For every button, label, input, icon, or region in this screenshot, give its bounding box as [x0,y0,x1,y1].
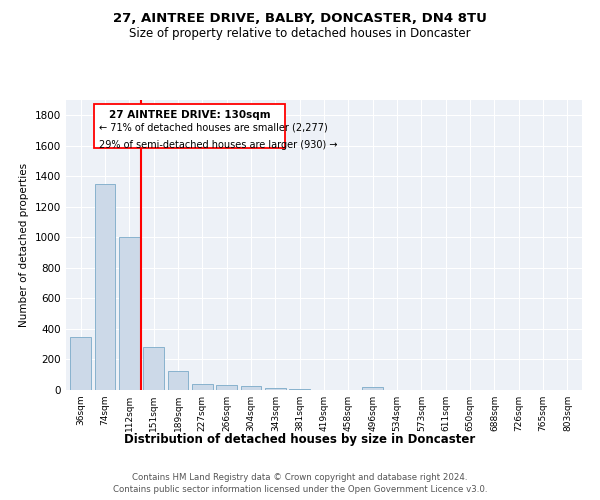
Text: Size of property relative to detached houses in Doncaster: Size of property relative to detached ho… [129,28,471,40]
Bar [265,388,286,390]
Bar [289,389,310,390]
Bar [143,346,164,390]
FancyBboxPatch shape [94,104,285,148]
Bar [216,384,237,390]
Text: Distribution of detached houses by size in Doncaster: Distribution of detached houses by size … [124,432,476,446]
Text: 27, AINTREE DRIVE, BALBY, DONCASTER, DN4 8TU: 27, AINTREE DRIVE, BALBY, DONCASTER, DN4… [113,12,487,26]
Bar [70,336,91,390]
Bar [119,236,140,390]
Bar [241,386,262,390]
Y-axis label: Number of detached properties: Number of detached properties [19,163,29,327]
Text: ← 71% of detached houses are smaller (2,277): ← 71% of detached houses are smaller (2,… [99,123,328,133]
Text: 27 AINTREE DRIVE: 130sqm: 27 AINTREE DRIVE: 130sqm [109,110,271,120]
Bar [167,371,188,390]
Text: 29% of semi-detached houses are larger (930) →: 29% of semi-detached houses are larger (… [99,140,337,149]
Text: Contains HM Land Registry data © Crown copyright and database right 2024.: Contains HM Land Registry data © Crown c… [132,472,468,482]
Bar [192,384,212,390]
Bar [362,387,383,390]
Bar [95,184,115,390]
Text: Contains public sector information licensed under the Open Government Licence v3: Contains public sector information licen… [113,485,487,494]
